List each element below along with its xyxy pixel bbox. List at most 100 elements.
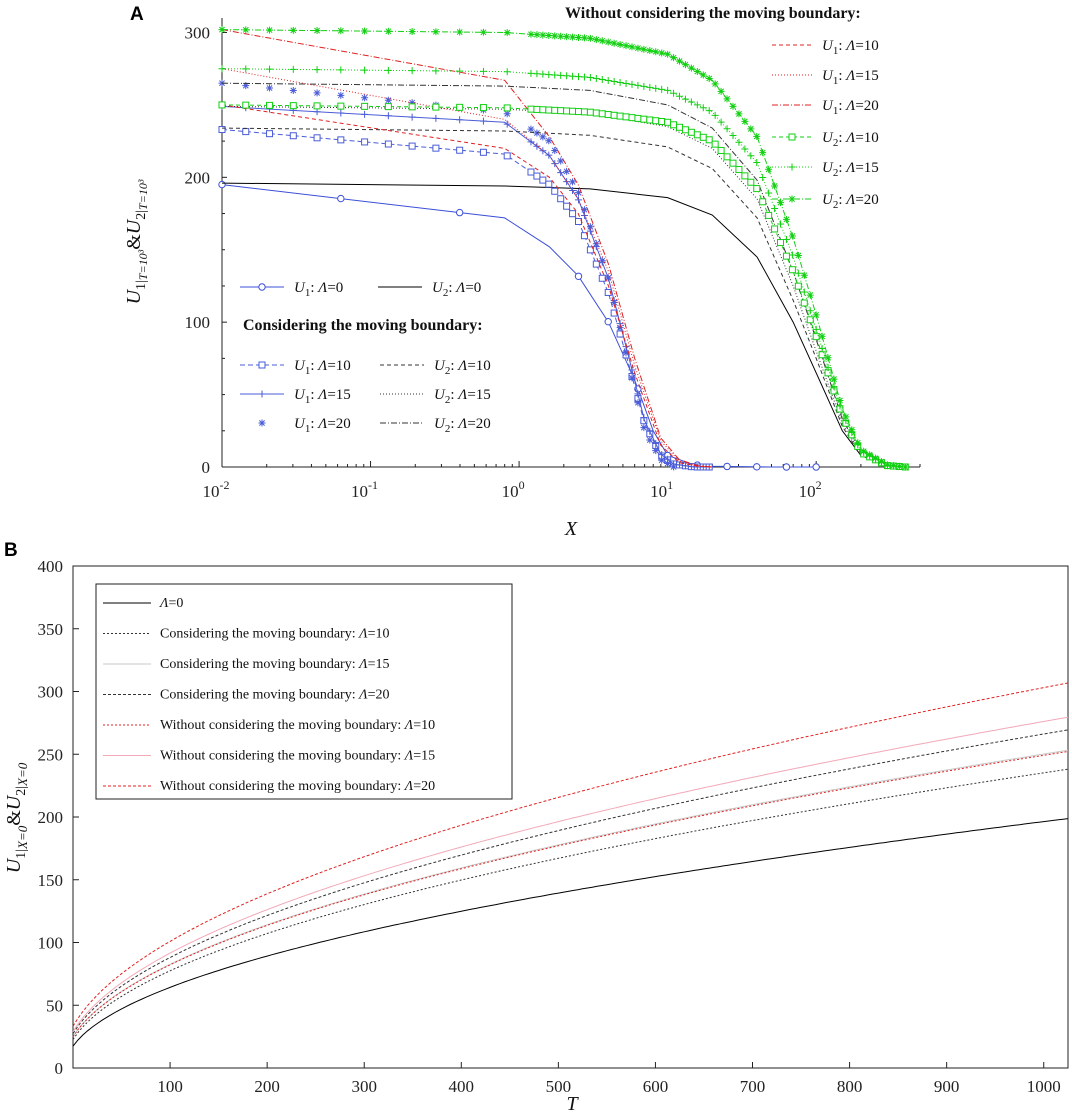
panel-a-data-marker xyxy=(658,85,666,93)
panel-a-legend-entry-with-u2-lambda20: U2: Λ=20 xyxy=(380,416,491,435)
panel-a-legend-entry-with-u1-lambda10: U1: Λ=10 xyxy=(240,358,351,377)
panel-a-data-marker xyxy=(729,102,737,110)
panel-a-y-tick-label: 0 xyxy=(202,458,211,477)
panel-a-data-marker xyxy=(503,120,511,128)
panel-a-data-marker xyxy=(557,195,565,203)
panel-a-data-marker xyxy=(646,47,654,55)
legend-header-without: Without considering the moving boundary: xyxy=(565,5,861,22)
panel-b-x-tick-label: 600 xyxy=(643,1077,669,1096)
legend-label: Considering the moving boundary: Λ=20 xyxy=(160,688,389,703)
panel-a-data-marker xyxy=(753,463,761,471)
panel-a-data-marker xyxy=(569,33,577,41)
panel-a-data-marker xyxy=(670,463,678,471)
panel-a-legend-entry-with-u1-lambda20: U1: Λ=20 xyxy=(258,416,351,435)
panel-a-data-marker xyxy=(479,67,487,75)
panel-a-data-marker xyxy=(711,80,719,88)
legend-swatch-marker xyxy=(258,283,266,291)
legend-swatch-marker xyxy=(788,163,796,171)
legend-label: U2: Λ=0 xyxy=(432,280,481,299)
panel-a-label: A xyxy=(130,4,144,25)
panel-a-data-marker xyxy=(812,325,820,333)
panel-a-data-marker xyxy=(551,106,559,114)
panel-a-data-marker xyxy=(782,252,790,260)
panel-a-data-marker xyxy=(575,108,583,116)
panel-a-data-marker xyxy=(723,95,731,103)
panel-b-y-tick-label: 200 xyxy=(38,808,64,827)
panel-a-legend-entry-with-u1-lambda15: U1: Λ=15 xyxy=(240,387,351,406)
panel-a-series-base-u1-lambda0 xyxy=(218,180,820,471)
panel-a-data-marker xyxy=(432,103,440,111)
panel-a-data-marker xyxy=(551,32,559,40)
panel-a-data-marker xyxy=(699,104,707,112)
panel-a-data-marker xyxy=(361,102,369,110)
panel-a-series-without-u2-lambda15 xyxy=(218,65,909,471)
panel-a-data-marker xyxy=(313,89,321,97)
legend-label: U1: Λ=15 xyxy=(822,68,879,87)
panel-a-data-marker xyxy=(616,324,624,332)
legend-label: U2: Λ=10 xyxy=(822,130,879,149)
panel-a-data-marker xyxy=(598,75,606,83)
panel-a-legend-entry-without-u2-lambda10: U2: Λ=10 xyxy=(772,130,879,149)
panel-a-data-marker xyxy=(634,114,642,122)
panel-a-data-marker xyxy=(598,37,606,45)
panel-a-data-marker xyxy=(539,176,547,184)
panel-a-legend-entry-without-u1-lambda20: U1: Λ=20 xyxy=(772,98,879,117)
legend-label: U2: Λ=10 xyxy=(434,358,491,377)
panel-a-data-marker xyxy=(527,69,535,77)
panel-a-legend-entry-without-u2-lambda20: U2: Λ=20 xyxy=(772,192,879,211)
panel-b-x-tick-label: 500 xyxy=(546,1077,572,1096)
panel-a-data-marker xyxy=(218,101,226,109)
panel-a-data-marker xyxy=(384,140,392,148)
panel-a-data-marker xyxy=(384,66,392,74)
panel-a-data-marker xyxy=(313,27,321,35)
panel-a-data-marker xyxy=(687,64,695,72)
panel-a-data-marker xyxy=(812,311,820,319)
panel-a-data-marker xyxy=(569,72,577,80)
panel-a-legend-entry-without-u1-lambda10: U1: Λ=10 xyxy=(772,38,879,57)
panel-a-data-marker xyxy=(670,89,678,97)
panel-a-data-marker xyxy=(527,168,535,176)
panel-a-data-marker xyxy=(598,257,606,265)
panel-a-data-marker xyxy=(705,74,713,82)
panel-a-data-marker xyxy=(646,436,654,444)
panel-a-data-marker xyxy=(836,396,844,404)
panel-a-data-marker xyxy=(741,117,749,125)
panel-a-data-marker xyxy=(479,117,487,125)
panel-a-data-marker xyxy=(408,67,416,75)
panel-a-data-marker xyxy=(883,461,891,469)
panel-a-data-marker xyxy=(456,103,464,111)
panel-a-data-marker xyxy=(604,111,612,119)
panel-a-legend-entry-without-u2-lambda15: U2: Λ=15 xyxy=(772,160,879,179)
panel-a-data-marker xyxy=(735,166,743,174)
panel-a-data-marker xyxy=(563,202,571,210)
panel-a-data-marker xyxy=(575,196,583,204)
panel-a-data-marker xyxy=(557,157,565,165)
panel-a-data-marker xyxy=(800,299,808,307)
panel-a-data-marker xyxy=(569,210,577,218)
panel-a-data-marker xyxy=(545,106,553,114)
panel-a-data-marker xyxy=(575,73,583,81)
panel-a-data-marker xyxy=(777,199,785,207)
panel-a-data-marker xyxy=(640,424,648,432)
panel-a-series-with-u1-lambda20 xyxy=(218,79,678,471)
panel-a-data-marker xyxy=(586,73,594,81)
panel-a-data-marker xyxy=(586,223,594,231)
panel-a-data-marker xyxy=(545,180,553,188)
panel-a-data-marker xyxy=(539,70,547,78)
panel-a-data-marker xyxy=(640,414,648,422)
panel-a-y-tick-label: 300 xyxy=(185,23,211,42)
panel-a-data-marker xyxy=(681,126,689,134)
panel-b-label: B xyxy=(4,540,18,561)
legend-label: U2: Λ=20 xyxy=(822,192,879,211)
panel-a-x-tick-label: 100 xyxy=(502,478,525,501)
panel-a-data-marker xyxy=(693,131,701,139)
panel-a-data-marker xyxy=(384,103,392,111)
panel-a-data-marker xyxy=(266,84,274,92)
panel-a-data-marker xyxy=(646,427,654,435)
panel-a-data-marker xyxy=(628,43,636,51)
panel-a-data-marker xyxy=(503,29,511,37)
panel-a-data-marker xyxy=(628,366,636,374)
panel-b-y-tick-label: 100 xyxy=(38,934,64,953)
legend-swatch-marker xyxy=(788,133,796,141)
panel-a-data-marker xyxy=(860,447,868,455)
